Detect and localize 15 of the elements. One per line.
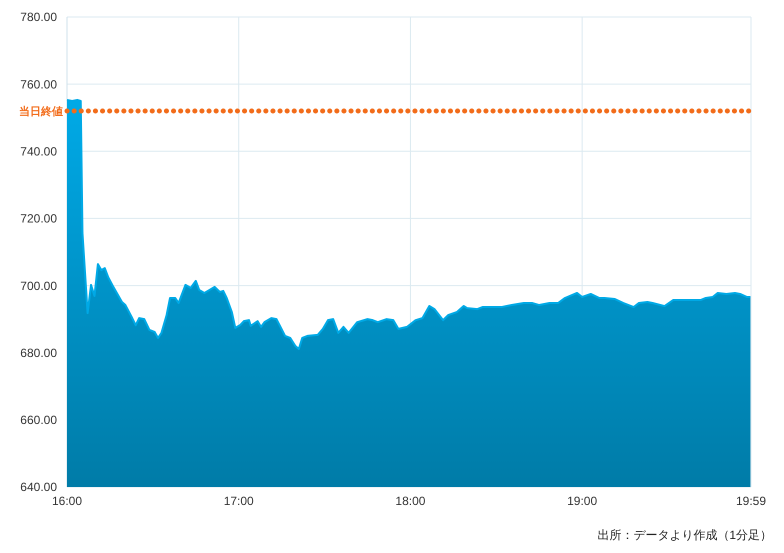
- x-tick-label: 19:00: [567, 494, 598, 508]
- y-tick-label: 780.00: [20, 10, 58, 24]
- x-tick-label: 17:00: [224, 494, 254, 508]
- y-tick-label: 640.00: [20, 480, 58, 494]
- y-tick-label: 660.00: [20, 413, 58, 428]
- y-tick-label: 760.00: [20, 77, 58, 92]
- x-tick-label: 19:59: [736, 494, 766, 508]
- y-tick-label: 680.00: [20, 346, 58, 360]
- text: 出所：データより作成（1分足）: [597, 528, 772, 542]
- y-tick-label: 700.00: [20, 278, 58, 293]
- y-tick-label: 720.00: [20, 212, 58, 226]
- y-tick-label: 740.00: [20, 144, 58, 158]
- x-tick-label: 16:00: [52, 494, 82, 508]
- ref-line-label: 当日終値: [19, 104, 63, 118]
- x-tick-label: 18:00: [395, 494, 426, 508]
